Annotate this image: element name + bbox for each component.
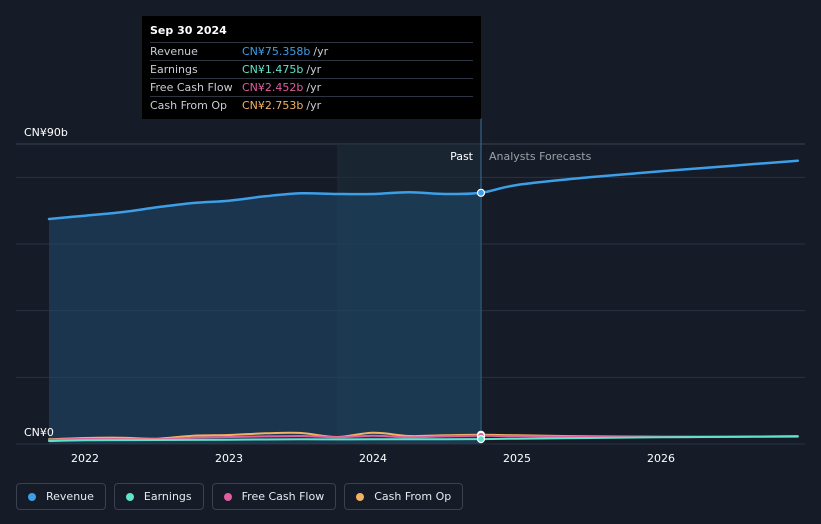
tooltip-label: Revenue [150,45,198,58]
x-axis-tick-label: 2022 [71,452,99,465]
legend-label: Free Cash Flow [241,490,325,503]
x-axis-tick-label: 2024 [359,452,387,465]
tooltip-value: CN¥2.753b [242,99,304,112]
earnings-line [48,435,799,442]
chart-legend: Revenue Earnings Free Cash Flow Cash From O… [16,483,464,510]
y-axis-tick-label: CN¥0 [24,426,54,439]
legend-item-earnings[interactable]: Earnings [113,483,204,510]
tooltip-row-free-cash-flow: Free Cash Flow CN¥2.452b/yr [150,79,473,97]
x-axis-tick-label: 2026 [647,452,675,465]
tooltip-unit: /yr [306,99,322,112]
legend-dot-icon [223,492,232,501]
legend-dot-icon [356,492,365,501]
revenue-marker [476,188,486,197]
legend-item-revenue[interactable]: Revenue [16,483,106,510]
legend-item-cash-from-op[interactable]: Cash From Op [344,483,464,510]
tooltip-date: Sep 30 2024 [150,24,473,43]
revenue-line [47,159,800,221]
y-axis-tick-label: CN¥90b [24,126,68,139]
tooltip-label: Free Cash Flow [150,81,233,94]
legend-dot-icon [125,492,134,501]
tooltip-value: CN¥1.475b [242,63,304,76]
tooltip-unit: /yr [306,81,322,94]
tooltip-label: Cash From Op [150,99,228,112]
tooltip-value: CN¥2.452b [242,81,304,94]
tooltip-label: Earnings [150,63,198,76]
revenue-area [49,192,481,444]
tooltip-row-earnings: Earnings CN¥1.475b/yr [150,61,473,79]
tooltip-row-cash-from-op: Cash From Op CN¥2.753b/yr [150,97,473,114]
legend-label: Earnings [143,490,192,503]
past-label: Past [450,150,474,163]
legend-label: Cash From Op [374,490,452,503]
x-axis-tick-label: 2023 [215,452,243,465]
legend-dot-icon [28,492,36,501]
x-axis-tick-label: 2025 [503,452,531,465]
tooltip-unit: /yr [306,63,322,76]
analysts-forecasts-label: Analysts Forecasts [489,150,592,163]
tooltip-unit: /yr [313,45,329,58]
data-tooltip: Sep 30 2024 Revenue CN¥75.358b/yr Earnings… [142,16,481,119]
legend-item-free-cash-flow[interactable]: Free Cash Flow [211,483,337,510]
earnings-marker [476,434,486,444]
tooltip-row-revenue: Revenue CN¥75.358b/yr [150,43,473,61]
legend-label: Revenue [46,490,94,503]
tooltip-value: CN¥75.358b [242,45,311,58]
